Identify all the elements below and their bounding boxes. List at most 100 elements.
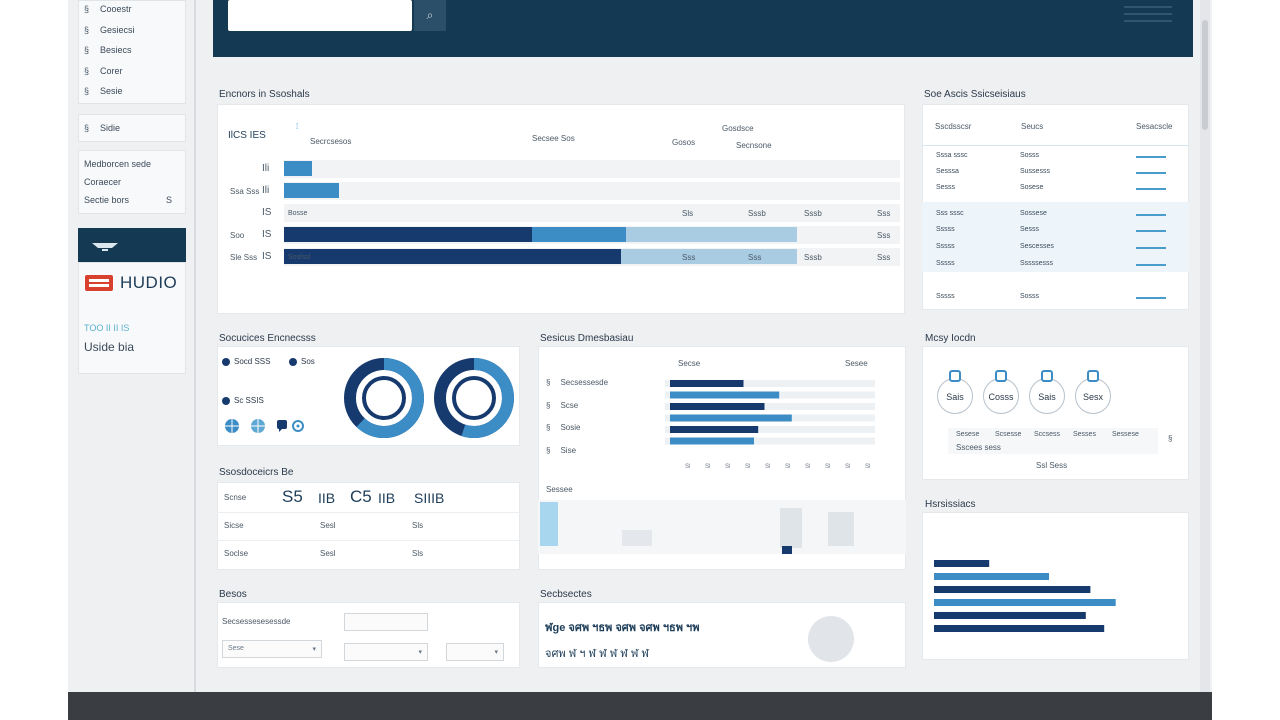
table-row[interactable]: Sss sssc Sossese (932, 208, 1182, 222)
select-input[interactable]: Sese ▾ (222, 640, 322, 658)
sidebar-group-item[interactable]: Sectie bors (84, 195, 130, 205)
select-input[interactable]: ▾ (344, 643, 428, 661)
sidebar-item[interactable]: § Sesie (84, 86, 123, 96)
forms-title: Besos (219, 589, 247, 600)
row-label: Sle Sss (230, 253, 258, 262)
sidebar-item[interactable]: § Corer (84, 66, 123, 76)
bar (670, 403, 765, 410)
session-bar-chart: Sl Sl Sl Sl Sl Sl Sl Sl Sl Sl (665, 380, 875, 470)
table-row[interactable]: Sssss Sescesses (932, 241, 1182, 255)
gauge[interactable]: Sais (1029, 378, 1065, 414)
donut-chart (344, 358, 424, 438)
select-input[interactable]: ▾ (446, 643, 504, 661)
table-row[interactable]: Sesssa Sussesss (932, 166, 1182, 180)
gauge[interactable]: Cosss (983, 378, 1019, 414)
axis-tick: Sl (725, 464, 730, 470)
gauge[interactable]: Sesx (1075, 378, 1111, 414)
text-input[interactable] (344, 613, 428, 631)
bar-segment-mid (284, 183, 340, 198)
table-cell: Sssss (936, 293, 955, 300)
avatar-placeholder[interactable] (808, 616, 854, 662)
settings-icon[interactable] (292, 420, 304, 432)
horizontal-bar-chart (934, 560, 1116, 632)
sidebar-nav-card (78, 0, 186, 104)
metrics-panel (922, 346, 1189, 480)
sidebar-item-single[interactable]: § Sidie (84, 123, 120, 133)
row-value: Sss (877, 253, 891, 262)
table-row[interactable]: Sssss Sssssesss (932, 258, 1182, 272)
list-item[interactable]: § Sosie (546, 423, 580, 432)
chat-icon[interactable] (277, 420, 287, 432)
sidebar-single-card (78, 114, 186, 142)
lock-icon (1087, 370, 1099, 382)
bar (934, 560, 990, 567)
list-item-label: Sosie (560, 423, 581, 432)
sidebar-item[interactable]: § Besiecs (84, 45, 132, 55)
sidebar-group-item[interactable]: Coraecer (84, 177, 122, 187)
sidebar-item[interactable]: § Gesiecsi (84, 25, 135, 35)
lock-icon (1041, 370, 1053, 382)
sidebar-group-item[interactable]: Medborcen sede (84, 159, 152, 169)
session-preview-block (828, 512, 854, 546)
trend-line (1136, 230, 1166, 232)
table-row[interactable]: Sssss Sesss (932, 224, 1182, 238)
overview-tab[interactable]: Secrcsesos (310, 137, 352, 146)
table-row[interactable]: Sssss Sosss (932, 291, 1182, 305)
table-cell: Sesss (1020, 226, 1040, 233)
overview-tab[interactable]: IlCS IES (228, 130, 266, 141)
trend-line (1136, 188, 1166, 190)
vertical-scrollbar[interactable] (1200, 0, 1210, 692)
hamburger-menu-icon[interactable] (1124, 6, 1172, 22)
sidebar-item-icon: § (84, 86, 90, 96)
globe-icon[interactable] (225, 419, 239, 433)
globe-icon[interactable] (251, 419, 265, 433)
search-input[interactable] (228, 0, 412, 31)
table-cell: Sssss (936, 226, 955, 233)
sidebar-item-icon: § (84, 65, 90, 76)
overview-tab[interactable]: Secsee Sos (532, 134, 575, 143)
row-value: Sssb (748, 209, 766, 218)
table-cell: Sesss (936, 184, 956, 191)
overview-tab[interactable]: Gosdsce (722, 124, 754, 133)
bar (670, 391, 780, 399)
donut-slice (344, 358, 424, 438)
bar-segment-mid (284, 161, 312, 176)
table-row[interactable] (284, 204, 900, 222)
stat-value: SIIIB (414, 490, 445, 506)
search-button[interactable]: ⌕ (414, 0, 446, 31)
hist-title: Hsrsissiacs (925, 499, 976, 510)
metrics-side-mark: § (1168, 434, 1173, 443)
gauge[interactable]: Sais (937, 378, 973, 414)
bar-track (665, 437, 875, 445)
row-id: Ili (262, 185, 270, 196)
list-item-icon: § (546, 423, 551, 432)
heartbeat-title: Ssosdoceicrs Be (219, 467, 294, 478)
list-item[interactable]: § Sise (546, 446, 576, 455)
axis-tick: Sl (765, 464, 770, 470)
table-cell: Sls (412, 521, 424, 530)
table-row[interactable] (284, 182, 900, 200)
sidebar-item-icon: § (84, 24, 90, 35)
table-cell: Sosss (1020, 152, 1040, 159)
table-row[interactable]: Sesss Sosese (932, 182, 1182, 196)
bar-track (665, 426, 875, 433)
sidebar-item-icon: § (84, 4, 90, 14)
overview-tab[interactable]: Secnsone (736, 141, 772, 150)
table-row[interactable] (284, 160, 900, 178)
metrics-caption-2: Sscees sess (956, 443, 1001, 452)
bar (670, 414, 792, 422)
list-item[interactable]: § Secsessesde (546, 378, 608, 387)
trend-line (1136, 247, 1166, 249)
overview-tab[interactable]: Gosos (672, 138, 696, 147)
scrollbar-thumb[interactable] (1202, 20, 1208, 130)
bar-track (665, 403, 875, 410)
bar (670, 380, 744, 387)
donut-charts (344, 358, 514, 438)
sidebar-item[interactable]: § Cooestr (84, 4, 132, 14)
metric-caption: Sesses (1073, 431, 1096, 438)
metrics-title: Mcsy Iocdn (925, 333, 976, 344)
list-item[interactable]: § Scse (546, 401, 578, 410)
table-row[interactable]: Sssa sssc Sosss (932, 150, 1182, 164)
row-label: Ssa Sss (230, 187, 260, 196)
gauge-label: Cosss (988, 392, 1014, 402)
